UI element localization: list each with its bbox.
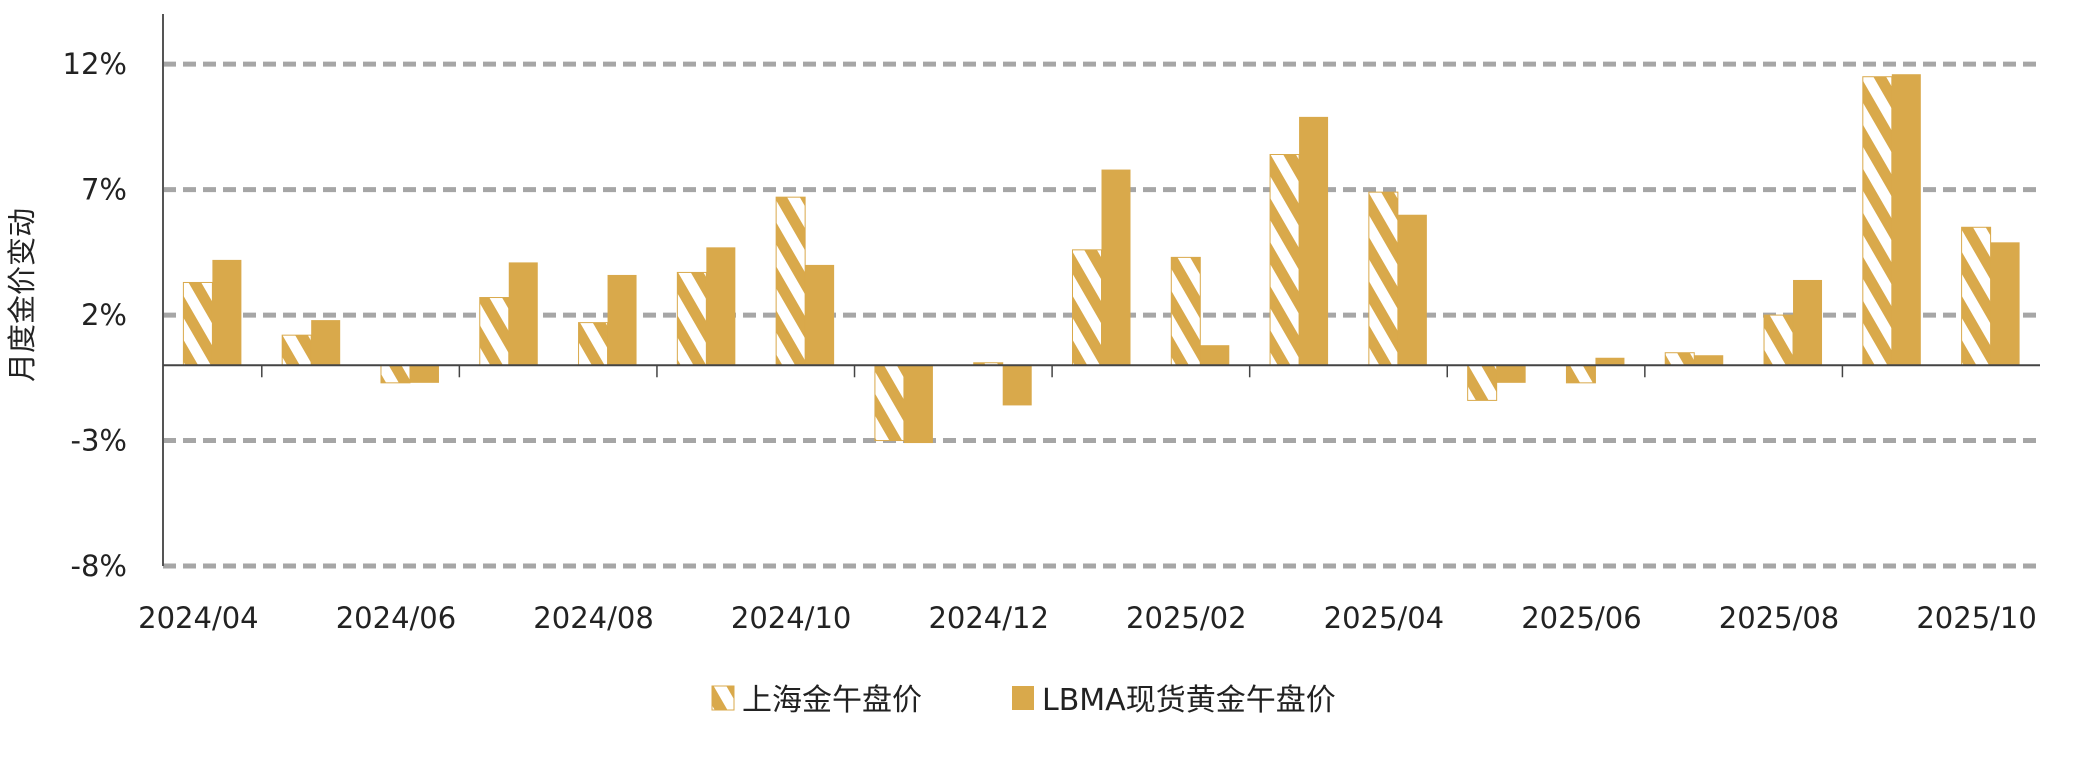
x-tick-label: 2024/06 — [336, 601, 456, 635]
x-axis-ticks: 2024/04 2024/06 2024/08 2024/10 2024/12 2025/… — [138, 365, 2037, 635]
y-tick-label: 2% — [81, 298, 127, 332]
shanghai-bar-2025-03 — [1269, 154, 1300, 366]
x-tick-label: 2025/06 — [1521, 601, 1641, 635]
x-tick-label: 2024/12 — [928, 601, 1048, 635]
gridlines — [163, 61, 2040, 569]
shanghai-bar-2024-05 — [281, 334, 312, 366]
shanghai-bar-2025-08 — [1763, 314, 1794, 366]
shanghai-bar-2025-04 — [1368, 191, 1399, 366]
lbma-bar-2025-05 — [1496, 365, 1526, 383]
shanghai-bar-2024-11 — [874, 364, 905, 442]
x-tick-label: 2025/10 — [1916, 601, 2036, 635]
x-tick-label: 2025/02 — [1126, 601, 1246, 635]
legend-label-shanghai: 上海金午盘价 — [742, 683, 922, 718]
y-tick-label: 12% — [63, 47, 127, 81]
shanghai-bar-2025-07 — [1664, 352, 1695, 366]
shanghai-bar-2025-06 — [1565, 364, 1596, 384]
lbma-bar-2025-04 — [1397, 214, 1427, 366]
x-tick-label: 2024/10 — [731, 601, 851, 635]
lbma-bar-2025-02 — [1200, 345, 1230, 366]
shanghai-bar-2024-06 — [380, 364, 411, 384]
lbma-bar-2025-03 — [1299, 116, 1329, 366]
y-tick-label: -3% — [71, 424, 127, 458]
lbma-bar-2025-01 — [1101, 169, 1131, 366]
lbma-bar-2025-07 — [1694, 355, 1724, 366]
shanghai-bar-2025-05 — [1467, 364, 1498, 401]
lbma-bar-2025-09 — [1891, 74, 1921, 366]
y-axis-ticks: -8% -3% 2% 7% 12% — [63, 47, 127, 583]
legend: 上海金午盘价 LBMA现货黄金午盘价 — [711, 683, 1336, 718]
shanghai-bar-2025-01 — [1072, 249, 1102, 366]
bars — [182, 74, 2020, 444]
x-tick-label: 2024/08 — [533, 601, 653, 635]
lbma-bar-2025-10 — [1990, 242, 2020, 366]
lbma-bar-2024-12 — [1002, 365, 1032, 406]
lbma-bar-2024-07 — [508, 262, 538, 366]
shanghai-bar-2025-02 — [1170, 256, 1201, 366]
y-tick-label: 7% — [81, 173, 127, 207]
legend-swatch-lbma — [1012, 686, 1034, 710]
lbma-bar-2024-11 — [903, 365, 933, 444]
lbma-bar-2024-10 — [805, 264, 835, 366]
x-tick-label: 2025/04 — [1324, 601, 1444, 635]
x-tick-label: 2024/04 — [138, 601, 258, 635]
y-tick-label: -8% — [71, 549, 127, 583]
shanghai-bar-2025-10 — [1961, 226, 1992, 366]
lbma-bar-2025-08 — [1793, 279, 1823, 366]
lbma-bar-2024-09 — [706, 247, 736, 366]
x-tick-label: 2025/08 — [1719, 601, 1839, 635]
shanghai-bar-2024-10 — [775, 196, 806, 366]
shanghai-bar-2024-09 — [676, 271, 707, 366]
legend-swatch-shanghai — [711, 685, 735, 711]
shanghai-bar-2025-09 — [1862, 76, 1893, 366]
shanghai-bar-2024-07 — [479, 297, 510, 366]
shanghai-bar-2024-08 — [578, 322, 609, 366]
lbma-bar-2025-06 — [1595, 357, 1625, 366]
legend-label-lbma: LBMA现货黄金午盘价 — [1042, 683, 1336, 718]
lbma-bar-2024-05 — [311, 320, 341, 366]
lbma-bar-2024-08 — [607, 274, 637, 366]
lbma-bar-2024-06 — [409, 365, 439, 383]
lbma-bar-2024-04 — [212, 259, 242, 366]
shanghai-bar-2024-04 — [182, 281, 213, 366]
y-axis-title: 月度金价变动 — [5, 208, 39, 382]
